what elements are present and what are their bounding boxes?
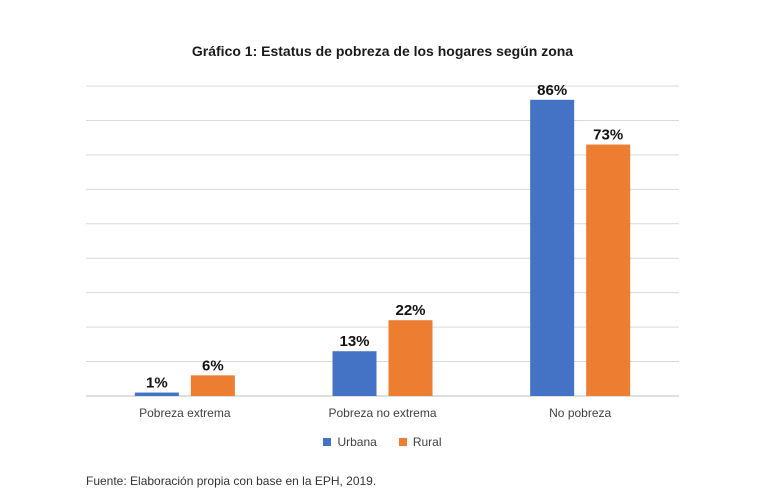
bars [134, 99, 631, 397]
bar-urbana-2 [530, 99, 575, 397]
data-label-rural-2: 73% [593, 127, 623, 144]
bar-rural-2 [586, 144, 631, 396]
legend-label-urbana: Urbana [337, 435, 377, 449]
category-label-2: No pobreza [549, 406, 611, 420]
data-label-urbana-0: 1% [146, 375, 168, 392]
bar-rural-1 [388, 320, 433, 396]
legend: Urbana Rural [0, 435, 765, 449]
category-tick-labels: Pobreza extrema Pobreza no extrema No pobr… [139, 406, 611, 420]
data-label-urbana-2: 86% [537, 82, 567, 99]
data-label-rural-1: 22% [395, 302, 425, 319]
category-label-1: Pobreza no extrema [328, 406, 436, 420]
chart-title: Gráfico 1: Estatus de pobreza de los hog… [191, 43, 574, 59]
bar-urbana-1 [332, 351, 377, 396]
category-label-0: Pobreza extrema [139, 406, 231, 420]
data-label-urbana-1: 13% [339, 333, 369, 350]
data-label-rural-0: 6% [202, 357, 224, 374]
legend-swatch-urbana [323, 438, 332, 446]
legend-label-rural: Rural [412, 435, 442, 449]
bar-urbana-0 [134, 392, 179, 396]
data-labels: 1% 6% 13% 22% 86% 73% [146, 82, 623, 392]
legend-item-urbana: Urbana [323, 435, 377, 449]
gridlines [86, 85, 679, 363]
legend-swatch-rural [398, 438, 407, 446]
source-note: Fuente: Elaboración propia con base en l… [86, 474, 377, 488]
legend-item-rural: Rural [398, 435, 442, 449]
bar-rural-0 [190, 375, 235, 396]
